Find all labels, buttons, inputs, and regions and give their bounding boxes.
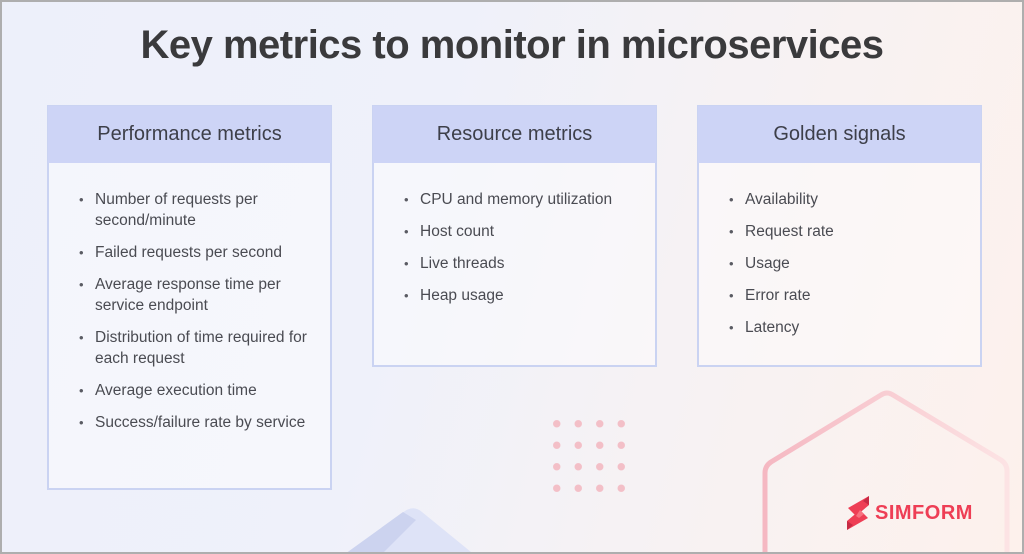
card-body: CPU and memory utilization Host count Live… [374,163,655,306]
card-body: Availability Request rate Usage Error rate L… [699,163,980,338]
brand-wordmark: SIMFORM [875,501,973,524]
hexagon-outline-decoration [762,390,1010,552]
list-item: Heap usage [398,285,637,306]
card-header: Golden signals [698,106,981,163]
brand-lockup: SIMFORM [845,496,973,530]
list-item: Distribution of time required for each r… [73,327,312,369]
list-item: Latency [723,317,962,338]
list-item: Average response time per service endpoi… [73,274,312,316]
list-item: Success/failure rate by service [73,412,312,433]
dot-grid-decoration [546,413,634,501]
list-item: Failed requests per second [73,242,312,263]
list-item: Error rate [723,285,962,306]
list-item: Usage [723,253,962,274]
list-item: Average execution time [73,380,312,401]
simform-logo-icon [847,496,869,530]
metrics-list: Number of requests per second/minute Fail… [73,189,312,433]
list-item: CPU and memory utilization [398,189,637,210]
card-golden-signals: Golden signals Availability Request rate U… [697,105,982,367]
card-header: Resource metrics [373,106,656,163]
list-item: Live threads [398,253,637,274]
metrics-list: CPU and memory utilization Host count Live… [398,189,637,306]
list-item: Host count [398,221,637,242]
page-title: Key metrics to monitor in microservices [140,23,885,67]
card-performance-metrics: Performance metrics Number of requests p… [47,105,332,490]
card-body: Number of requests per second/minute Fail… [49,163,330,433]
metrics-list: Availability Request rate Usage Error rate L… [723,189,962,338]
list-item: Request rate [723,221,962,242]
list-item: Availability [723,189,962,210]
card-resource-metrics: Resource metrics CPU and memory utilizat… [372,105,657,367]
list-item: Number of requests per second/minute [73,189,312,231]
prism-decoration [347,508,471,552]
card-header: Performance metrics [48,106,331,163]
